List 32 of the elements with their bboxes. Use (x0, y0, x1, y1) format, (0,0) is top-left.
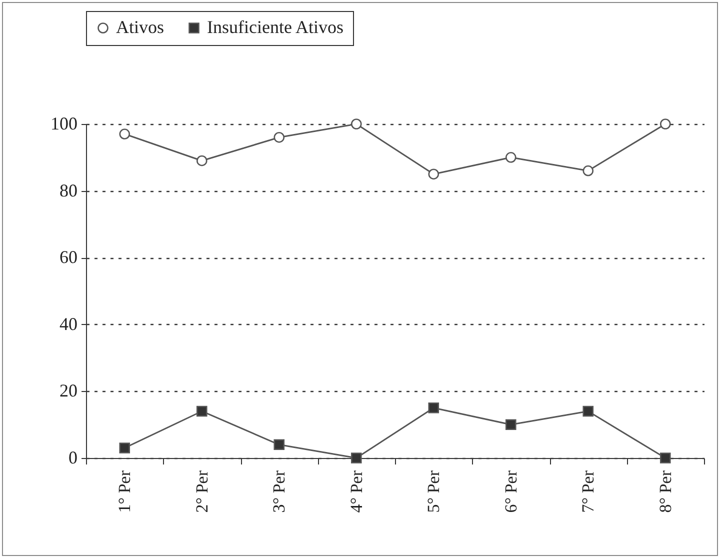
y-tick-label: 100 (50, 114, 78, 134)
point (428, 168, 440, 180)
point (196, 155, 208, 166)
point (660, 118, 671, 130)
y-tick-label: 60 (60, 247, 78, 268)
point (505, 419, 516, 430)
x-tick-label: 5° Per (424, 470, 444, 513)
y-tick-label: 0 (68, 448, 78, 468)
x-tick-label: 3° Per (270, 470, 289, 513)
point (582, 165, 594, 176)
point (119, 128, 130, 140)
point (428, 402, 440, 414)
point (350, 452, 362, 464)
point (274, 132, 285, 143)
x-tick-label: 1° Per (115, 470, 134, 513)
point (196, 406, 208, 417)
point (274, 439, 285, 450)
point (505, 152, 516, 163)
y-tick-label: 40 (60, 314, 78, 334)
x-tick-label: 7° Per (578, 470, 598, 513)
x-tick-label: 6° Per (501, 470, 520, 513)
point (350, 118, 362, 130)
point (660, 452, 671, 464)
y-tick-label: 20 (60, 380, 78, 401)
x-tick-label: 2° Per (192, 470, 212, 513)
point (582, 406, 594, 417)
x-tick-label: 4° Per (346, 470, 366, 513)
point (119, 442, 130, 454)
legend-label: Insuficiente Ativos (207, 17, 344, 37)
y-tick-label: 80 (60, 180, 78, 200)
x-tick-label: 8° Per (656, 470, 675, 513)
legend-label: Ativos (116, 17, 164, 37)
